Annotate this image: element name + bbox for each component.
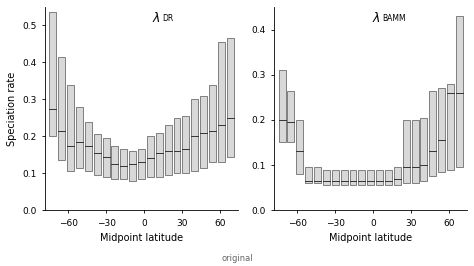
Bar	[287, 90, 294, 143]
Bar	[85, 122, 92, 171]
Text: BAMM: BAMM	[383, 14, 406, 23]
Bar	[332, 169, 339, 185]
Bar	[182, 116, 189, 173]
Bar	[49, 13, 56, 136]
Bar	[76, 107, 83, 168]
Bar	[111, 146, 118, 179]
Text: $\lambda$: $\lambda$	[152, 11, 161, 25]
Bar	[323, 169, 330, 185]
Bar	[385, 169, 392, 185]
Text: original: original	[221, 254, 253, 263]
Bar	[209, 85, 216, 162]
Bar	[102, 138, 109, 177]
Bar	[341, 169, 347, 185]
Y-axis label: Speciation rate: Speciation rate	[7, 72, 17, 146]
Bar	[156, 132, 163, 177]
Bar	[456, 16, 463, 167]
Bar	[147, 136, 154, 177]
Text: DR: DR	[163, 14, 174, 23]
Bar	[200, 96, 207, 168]
Bar	[314, 167, 321, 183]
Bar	[58, 57, 65, 160]
Bar	[447, 84, 454, 169]
Bar	[191, 99, 198, 171]
Bar	[296, 120, 303, 174]
Bar	[120, 149, 127, 179]
Bar	[349, 169, 356, 185]
Bar	[429, 90, 437, 176]
Bar	[279, 70, 285, 143]
Bar	[129, 151, 136, 181]
Bar	[358, 169, 365, 185]
Bar	[403, 120, 410, 183]
X-axis label: Midpoint latitude: Midpoint latitude	[100, 233, 183, 243]
Bar	[94, 134, 100, 175]
Bar	[438, 88, 445, 172]
Bar	[367, 169, 374, 185]
Bar	[67, 85, 74, 171]
Bar	[411, 120, 419, 183]
Text: $\lambda$: $\lambda$	[372, 11, 380, 25]
Bar	[305, 167, 312, 183]
Bar	[376, 169, 383, 185]
Bar	[164, 125, 172, 175]
Bar	[173, 118, 181, 173]
Bar	[138, 149, 145, 179]
Bar	[227, 38, 234, 157]
Bar	[420, 118, 428, 181]
Bar	[218, 42, 225, 162]
Bar	[394, 167, 401, 185]
X-axis label: Midpoint latitude: Midpoint latitude	[329, 233, 412, 243]
